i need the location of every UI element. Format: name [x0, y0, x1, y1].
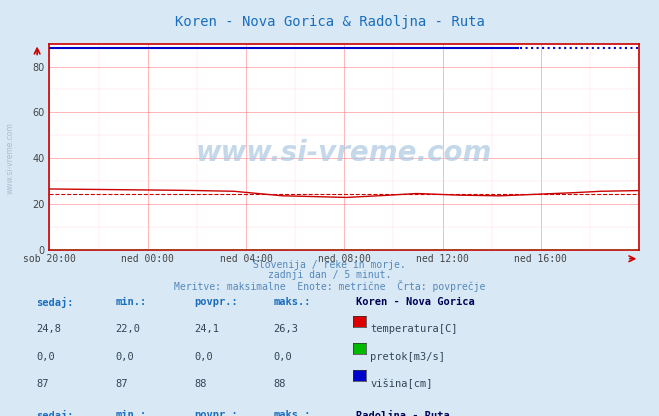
- Text: 0,0: 0,0: [194, 352, 213, 362]
- Text: sedaj:: sedaj:: [36, 410, 74, 416]
- Text: Meritve: maksimalne  Enote: metrične  Črta: povprečje: Meritve: maksimalne Enote: metrične Črta…: [174, 280, 485, 292]
- Text: sedaj:: sedaj:: [36, 297, 74, 309]
- Text: 0,0: 0,0: [115, 352, 134, 362]
- Text: 26,3: 26,3: [273, 324, 299, 334]
- Text: 22,0: 22,0: [115, 324, 140, 334]
- Text: 88: 88: [273, 379, 286, 389]
- Text: 87: 87: [115, 379, 128, 389]
- Text: zadnji dan / 5 minut.: zadnji dan / 5 minut.: [268, 270, 391, 280]
- Text: min.:: min.:: [115, 410, 146, 416]
- Text: maks.:: maks.:: [273, 297, 311, 307]
- Text: min.:: min.:: [115, 297, 146, 307]
- Text: višina[cm]: višina[cm]: [370, 379, 433, 389]
- Text: pretok[m3/s]: pretok[m3/s]: [370, 352, 445, 362]
- Text: temperatura[C]: temperatura[C]: [370, 324, 458, 334]
- Text: povpr.:: povpr.:: [194, 297, 238, 307]
- Text: www.si-vreme.com: www.si-vreme.com: [196, 139, 492, 167]
- Text: Koren - Nova Gorica: Koren - Nova Gorica: [356, 297, 474, 307]
- Text: Koren - Nova Gorica & Radoljna - Ruta: Koren - Nova Gorica & Radoljna - Ruta: [175, 15, 484, 29]
- Text: www.si-vreme.com: www.si-vreme.com: [5, 122, 14, 194]
- Text: Slovenija / reke in morje.: Slovenija / reke in morje.: [253, 260, 406, 270]
- Text: 0,0: 0,0: [36, 352, 55, 362]
- Text: 88: 88: [194, 379, 207, 389]
- Text: maks.:: maks.:: [273, 410, 311, 416]
- Text: 24,8: 24,8: [36, 324, 61, 334]
- Text: povpr.:: povpr.:: [194, 410, 238, 416]
- Text: 0,0: 0,0: [273, 352, 292, 362]
- Text: 24,1: 24,1: [194, 324, 219, 334]
- Text: 87: 87: [36, 379, 49, 389]
- Text: Radoljna - Ruta: Radoljna - Ruta: [356, 410, 449, 416]
